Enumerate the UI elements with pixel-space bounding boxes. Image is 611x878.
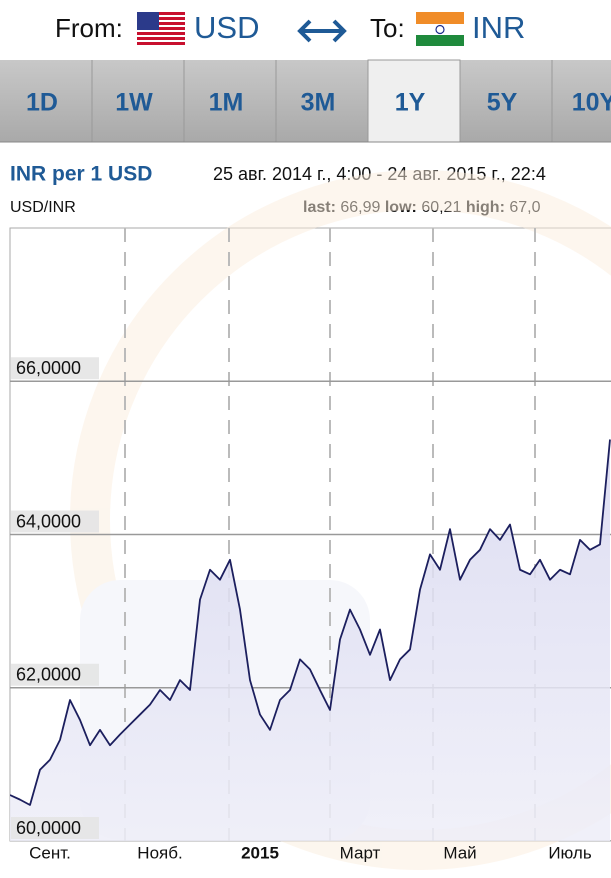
y-tick-label-bg — [11, 510, 99, 533]
line — [10, 439, 611, 806]
from-currency[interactable]: USD — [194, 10, 259, 45]
swap-arrow[interactable] — [297, 19, 347, 43]
y-tick-label: 60,0000 — [16, 818, 81, 838]
x-tick-label: Март — [340, 843, 381, 862]
x-tick-label: 2015 — [241, 843, 279, 862]
tab[interactable]: 10Y — [572, 89, 611, 117]
tab[interactable]: 5Y — [487, 89, 518, 117]
area — [10, 439, 610, 841]
tab-bar — [0, 60, 611, 142]
chart-title: INR per 1 USD — [10, 163, 152, 186]
y-tick-label-bg — [11, 357, 99, 380]
y-tick-label-bg — [11, 663, 99, 686]
x-tick-label: Май — [443, 843, 476, 862]
india-flag — [416, 12, 464, 46]
tab[interactable]: 1D — [26, 89, 58, 117]
x-tick-label: Сент. — [29, 843, 71, 862]
y-tick-label: 62,0000 — [16, 665, 81, 685]
tab[interactable]: 1M — [209, 89, 244, 117]
x-tick-label: Июль — [548, 843, 592, 862]
tab[interactable]: 1W — [115, 89, 153, 117]
tab[interactable]: 3M — [301, 89, 336, 117]
to-currency[interactable]: INR — [472, 10, 525, 45]
y-tick-label: 66,0000 — [16, 358, 81, 378]
y-tick-label-bg — [11, 817, 99, 839]
tab-selected — [367, 59, 461, 143]
x-tick-label: Нояб. — [137, 843, 182, 862]
to-label: To: — [370, 13, 405, 43]
pair: USD/INR — [10, 199, 76, 216]
from-label: From: — [55, 13, 123, 43]
us-flag — [137, 12, 185, 46]
y-tick-label: 64,0000 — [16, 511, 81, 531]
tab[interactable]: 1Y — [395, 89, 426, 117]
